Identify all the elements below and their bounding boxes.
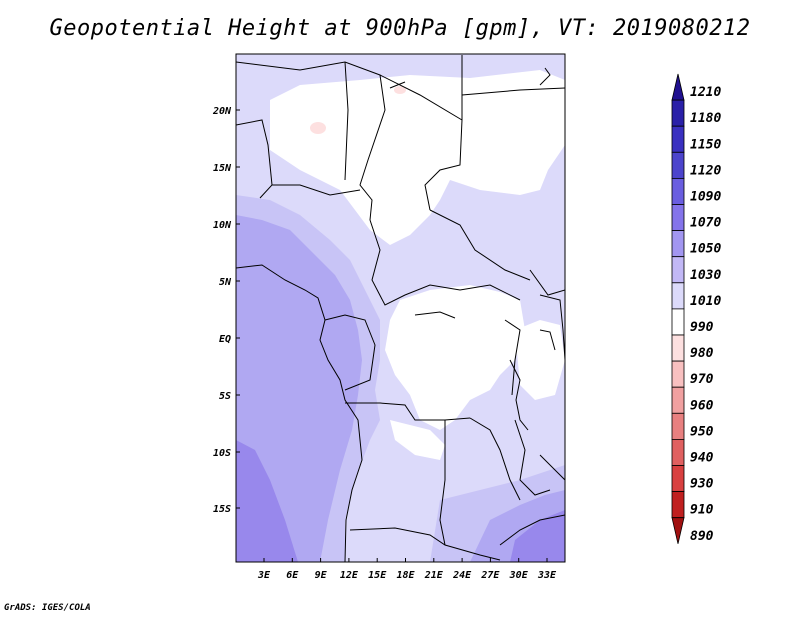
lon-tick-label: 9E: [315, 570, 328, 581]
height-fill-980-spot: [310, 122, 326, 134]
colorbar-swatch: [671, 491, 685, 519]
colorbar-label: 910: [690, 503, 714, 518]
credit-label: GrADS: IGES/COLA: [4, 603, 91, 613]
colorbar-swatch: [671, 438, 685, 466]
colorbar-label: 990: [690, 320, 714, 335]
colorbar-top-arrow: [671, 73, 685, 101]
lon-tick-label: 33E: [537, 570, 557, 581]
lat-tick-label: 15N: [213, 163, 232, 174]
longitude-axis: 3E 6E 9E 12E 15E 18E 21E 24E 27E 30E 33E: [257, 558, 557, 581]
height-fill-1070-south: [510, 510, 565, 562]
colorbar-swatch: [671, 230, 685, 258]
colorbar-swatch: [671, 360, 685, 388]
colorbar-label: 1050: [690, 242, 721, 257]
colorbar-swatch: [671, 308, 685, 336]
lon-tick-label: 12E: [340, 570, 359, 581]
colorbar-swatch: [671, 125, 685, 153]
lon-tick-label: 27E: [480, 570, 500, 581]
map-plot-area: [236, 54, 565, 562]
height-fill-990-north: [270, 70, 565, 245]
colorbar-label: 1030: [690, 268, 721, 283]
lat-tick-label: 20N: [212, 106, 232, 117]
colorbar-swatch: [671, 256, 685, 284]
colorbar-label: 930: [690, 477, 714, 492]
lon-tick-label: 3E: [257, 570, 271, 581]
lat-tick-label: 10N: [213, 220, 232, 231]
colorbar-swatch: [671, 386, 685, 414]
colorbar-label: 1010: [690, 294, 721, 309]
lat-tick-label: 15S: [213, 504, 231, 515]
height-fill-990-congo: [385, 285, 525, 430]
lat-tick-label: 10S: [213, 448, 231, 459]
lat-tick-label: EQ: [219, 334, 231, 345]
colorbar-swatch: [671, 334, 685, 362]
lon-tick-label: 21E: [424, 570, 444, 581]
colorbar-swatch: [671, 151, 685, 179]
lon-tick-label: 24E: [452, 570, 472, 581]
colorbar-swatch: [671, 177, 685, 205]
lat-tick-label: 5S: [219, 391, 231, 402]
colorbar-swatch: [671, 99, 685, 127]
colorbar-label: 1210: [690, 85, 721, 100]
colorbar-swatch: [671, 204, 685, 232]
colorbar-swatch: [671, 412, 685, 440]
height-fill-990-south: [390, 420, 445, 460]
country-borders: [236, 55, 565, 562]
colorbar: 1210 1180 1150 1120 1090 1070 1050 1030 1010 990 9…: [671, 73, 721, 544]
lon-tick-label: 15E: [368, 570, 387, 581]
colorbar-label: 960: [690, 398, 714, 413]
latitude-axis: 20N 15N 10N 5N EQ 5S 10S 15S: [212, 106, 240, 515]
height-fill-980-spot: [394, 86, 406, 94]
lon-tick-label: 30E: [509, 570, 529, 581]
map-frame: [235, 53, 566, 563]
map-title: Geopotential Height at 900hPa [gpm], VT:…: [49, 16, 751, 41]
lon-tick-label: 18E: [396, 570, 415, 581]
colorbar-label: 980: [690, 346, 714, 361]
colorbar-label: 940: [690, 451, 714, 466]
lat-tick-label: 5N: [219, 277, 232, 288]
colorbar-label: 970: [690, 372, 714, 387]
colorbar-label: 1180: [690, 111, 721, 126]
colorbar-label: 1070: [690, 216, 721, 231]
colorbar-bottom-arrow: [671, 517, 685, 544]
colorbar-swatch: [671, 282, 685, 310]
colorbar-swatch: [671, 465, 685, 493]
colorbar-label: 1090: [690, 190, 721, 205]
height-fill-1070-west: [236, 440, 298, 562]
colorbar-label: 890: [690, 529, 714, 544]
colorbar-label: 950: [690, 424, 714, 439]
colorbar-label: 1150: [690, 137, 721, 152]
colorbar-label: 1120: [690, 163, 721, 178]
lon-tick-label: 6E: [286, 570, 299, 581]
